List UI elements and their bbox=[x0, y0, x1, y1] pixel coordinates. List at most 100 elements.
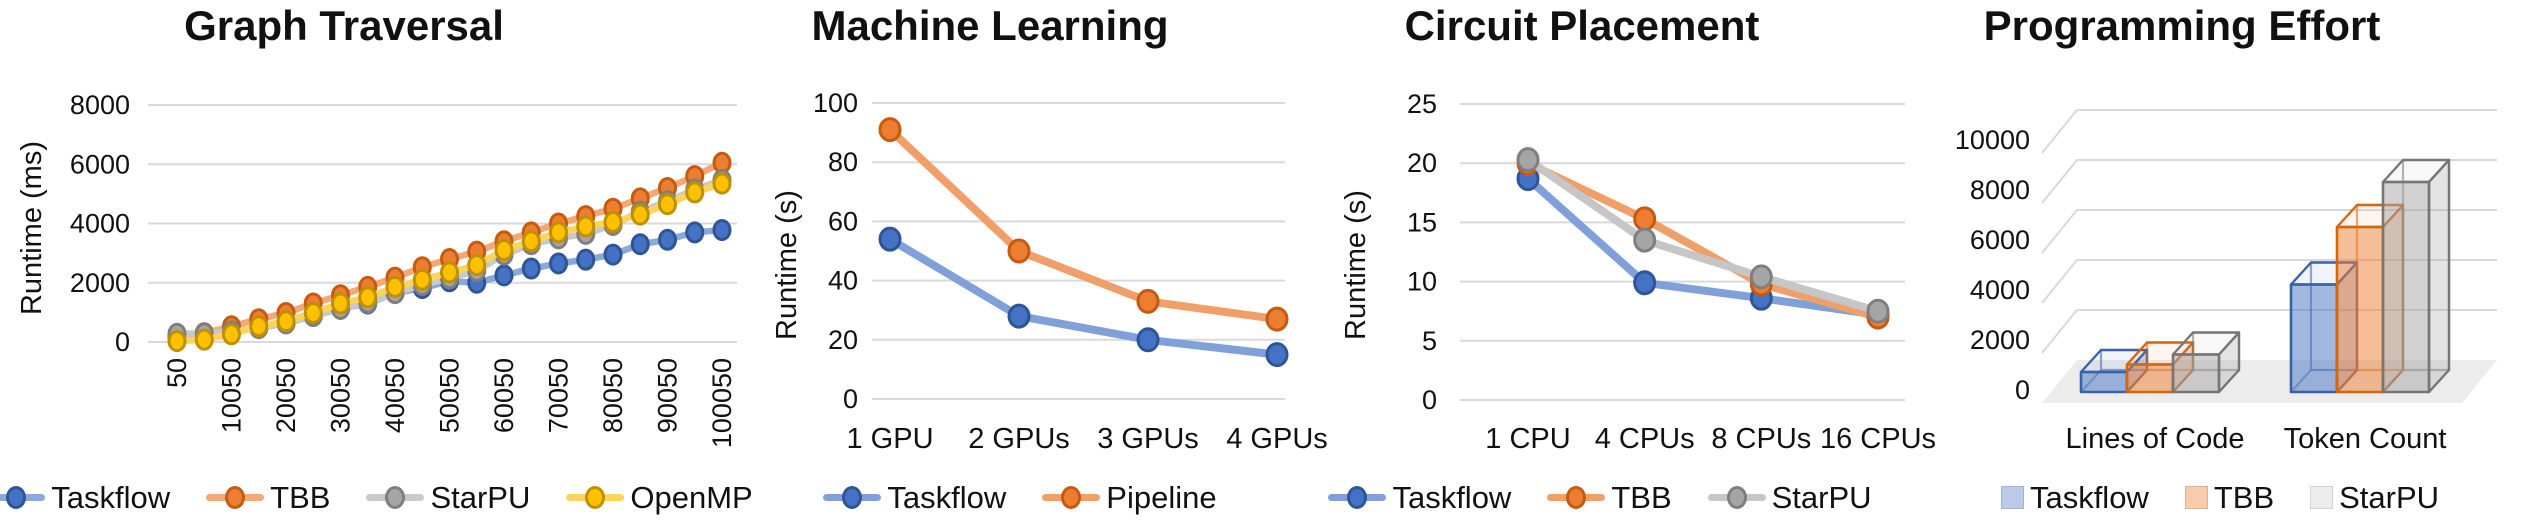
data-point-marker bbox=[303, 301, 323, 324]
series-line-starpu bbox=[1524, 155, 1882, 316]
x-tick-label: 60050 bbox=[489, 358, 519, 433]
legend-line-marker-icon bbox=[1547, 485, 1606, 509]
series-line-tbb bbox=[1524, 159, 1882, 322]
legend-item-pipeline: Pipeline bbox=[1042, 479, 1217, 515]
x-category-label: 1 CPU bbox=[1485, 423, 1570, 455]
legend-marker-dot bbox=[1566, 485, 1587, 509]
legend-item-taskflow: Taskflow bbox=[2000, 479, 2149, 515]
legend-item-taskflow: Taskflow bbox=[823, 482, 1006, 513]
data-point-marker bbox=[878, 117, 902, 143]
x-tick-label: 50050 bbox=[435, 358, 465, 433]
legend-item-starpu: StarPU bbox=[366, 482, 530, 513]
data-point-marker bbox=[630, 233, 650, 256]
data-point-marker bbox=[521, 230, 541, 253]
chart-title-circuit-placement: Circuit Placement bbox=[1404, 2, 1760, 49]
series-line-taskflow bbox=[886, 235, 1281, 359]
data-point-marker bbox=[1007, 238, 1031, 264]
x-category-label: Lines of Code bbox=[2066, 423, 2245, 455]
chart-title-machine-learning: Machine Learning bbox=[811, 2, 1169, 49]
x-tick-label: 80050 bbox=[598, 358, 628, 433]
legend-marker-dot bbox=[6, 485, 27, 509]
data-point-marker bbox=[685, 221, 705, 244]
y-tick-label: 2000 bbox=[70, 268, 130, 298]
bar-front-face bbox=[2125, 363, 2175, 394]
y-tick-label: 8000 bbox=[1970, 175, 2030, 205]
legend-line-marker-icon bbox=[1042, 485, 1101, 509]
legend-label: Taskflow bbox=[2029, 479, 2149, 515]
data-point-marker bbox=[1265, 342, 1289, 368]
y-tick-label: 10000 bbox=[1955, 125, 2030, 155]
data-point-marker bbox=[1007, 303, 1031, 329]
legend-item-tbb: TBB bbox=[206, 482, 330, 513]
series-pipeline bbox=[878, 117, 1289, 332]
bar-front-face bbox=[2335, 225, 2385, 394]
y-tick-label: 10 bbox=[1407, 267, 1437, 297]
legend-label: Pipeline bbox=[1106, 479, 1217, 515]
data-point-marker bbox=[549, 252, 568, 275]
legend-programming-effort: Taskflow TBB StarPU bbox=[1960, 474, 2480, 520]
bar-side-face bbox=[2427, 158, 2451, 394]
y-tick-label: 4000 bbox=[1970, 275, 2030, 305]
data-point-marker bbox=[1516, 147, 1540, 173]
y-axis-title-machine-learning: Runtime (s) bbox=[771, 190, 803, 340]
gridlines bbox=[148, 104, 737, 343]
y-tick-label: 15 bbox=[1407, 207, 1437, 237]
data-point-marker bbox=[658, 228, 677, 251]
data-point-marker bbox=[385, 275, 405, 298]
gridlines bbox=[872, 102, 1285, 400]
data-point-marker bbox=[521, 257, 541, 280]
x-category-label: 2 GPUs bbox=[968, 423, 1070, 455]
data-point-marker bbox=[1633, 206, 1657, 232]
x-category-label: 1 GPU bbox=[846, 423, 933, 455]
legend-label: Taskflow bbox=[887, 479, 1007, 515]
data-point-marker bbox=[603, 211, 623, 234]
legend-graph-traversal: Taskflow TBB StarPU OpenMP bbox=[0, 474, 753, 520]
x-tick-label: 90050 bbox=[653, 358, 683, 433]
gridlines bbox=[1460, 103, 1905, 401]
data-point-marker bbox=[494, 239, 514, 262]
bar-front-face bbox=[2381, 180, 2431, 394]
chart-title-graph-traversal: Graph Traversal bbox=[184, 2, 504, 49]
data-point-marker bbox=[576, 215, 596, 238]
x-category-label: 8 CPUs bbox=[1711, 423, 1811, 455]
series-line-taskflow bbox=[1524, 174, 1882, 319]
y-axis-title-circuit-placement: Runtime (s) bbox=[1340, 190, 1372, 340]
legend-item-starpu: StarPU bbox=[2310, 482, 2439, 513]
x-tick-label: 50 bbox=[162, 358, 192, 388]
data-point-marker bbox=[878, 226, 902, 252]
y-tick-label: 0 bbox=[843, 384, 858, 414]
x-category-label: 4 CPUs bbox=[1595, 423, 1695, 455]
y-tick-label: 0 bbox=[1422, 385, 1437, 415]
chart-circuit-placement: 0 5 10 15 20 25 1 CPU 4 CPUs 8 CPUs 16 CPUs bbox=[1407, 89, 1936, 455]
legend-line-marker-icon bbox=[366, 485, 425, 509]
legend-marker-dot bbox=[385, 485, 406, 509]
data-point-marker bbox=[549, 221, 568, 244]
data-point-marker bbox=[331, 292, 350, 315]
legend-line-marker-icon bbox=[0, 485, 46, 509]
y-tick-label: 80 bbox=[828, 147, 858, 177]
bar-front-face bbox=[2079, 370, 2129, 394]
legend-line-marker-icon bbox=[206, 485, 265, 509]
legend-label: StarPU bbox=[1771, 479, 1872, 515]
data-point-marker bbox=[712, 219, 732, 242]
y-tick-label: 4000 bbox=[70, 209, 130, 239]
data-point-marker bbox=[467, 253, 487, 276]
y-axis-title-graph-traversal: Runtime (ms) bbox=[16, 141, 48, 316]
data-point-marker bbox=[412, 268, 432, 291]
gridline-3d bbox=[2041, 109, 2497, 154]
legend-label: TBB bbox=[1611, 479, 1672, 515]
legend-label: StarPU bbox=[430, 479, 531, 515]
y-tick-label: 100 bbox=[813, 88, 858, 118]
y-tick-label: 0 bbox=[115, 327, 130, 357]
data-point-marker bbox=[658, 193, 677, 216]
y-tick-label: 6000 bbox=[70, 149, 130, 179]
series-openmp bbox=[167, 172, 732, 353]
x-category-label: 3 GPUs bbox=[1097, 423, 1199, 455]
x-tick-label: 100050 bbox=[707, 358, 737, 448]
y-tick-label: 20 bbox=[1407, 148, 1437, 178]
x-tick-label: 30050 bbox=[326, 358, 356, 433]
x-category-label: 16 CPUs bbox=[1820, 423, 1936, 455]
data-point-marker bbox=[1633, 227, 1657, 253]
x-tick-label: 40050 bbox=[380, 358, 410, 433]
data-point-marker bbox=[1136, 327, 1160, 353]
